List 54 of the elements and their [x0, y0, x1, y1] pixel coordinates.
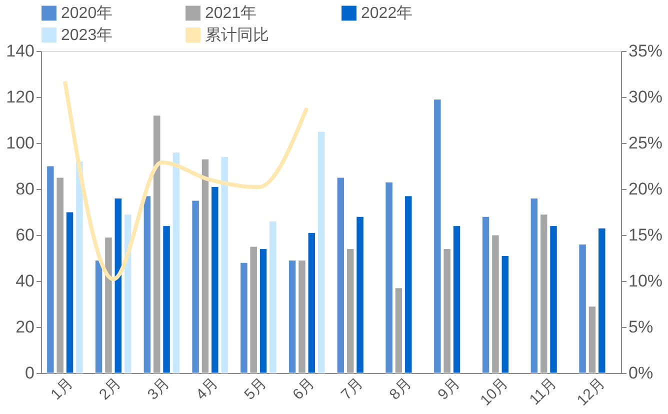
y2-tick-label: 30% [628, 88, 663, 106]
y2-tick-label: 20% [628, 180, 663, 198]
bar [66, 212, 74, 374]
x-tick-label: 1月 [48, 374, 76, 404]
x-tick-label: 5月 [241, 374, 270, 404]
x-tick-label: 10月 [477, 374, 512, 410]
bar [143, 196, 152, 374]
y2-tick-label: 0% [628, 364, 654, 382]
y-tick-label: 140 [6, 42, 34, 60]
bar [317, 131, 326, 374]
bar [404, 196, 412, 374]
x-tick-label: 11月 [526, 374, 560, 408]
x-tick-label: 2月 [96, 374, 125, 404]
legend-label: 2021年 [205, 5, 257, 22]
bar [259, 248, 268, 374]
x-tick-label: 6月 [290, 374, 318, 404]
y-tick-label: 60 [16, 226, 34, 244]
legend-label: 2023年 [61, 27, 113, 44]
y-tick-label: 40 [16, 272, 34, 290]
legend-label: 2020年 [61, 5, 113, 22]
bar [172, 152, 180, 374]
y-tick-label: 80 [16, 180, 34, 198]
bar [598, 228, 606, 374]
y-tick-label: 20 [16, 318, 34, 336]
bar [201, 158, 210, 374]
bar [530, 198, 538, 374]
x-tick-label: 3月 [144, 374, 174, 404]
bar [394, 288, 403, 374]
y2-tick-label: 25% [628, 134, 663, 152]
y-tick-label: 0 [25, 364, 34, 382]
y2-tick-label: 5% [628, 318, 654, 336]
bar [192, 200, 200, 374]
x-tick-label: 9月 [434, 374, 464, 404]
bar [452, 226, 461, 374]
bar [588, 306, 596, 374]
bar [336, 177, 345, 374]
y-tick-label: 100 [6, 134, 34, 152]
bar [482, 216, 490, 374]
x-tick-label: 7月 [338, 374, 366, 404]
y2-tick-label: 15% [628, 226, 663, 244]
bar [578, 244, 586, 374]
bar [76, 161, 84, 374]
legend-label: 累计同比 [205, 26, 269, 44]
y-tick-label: 120 [6, 88, 34, 106]
bar [269, 220, 277, 374]
x-tick-label: 12月 [574, 374, 608, 410]
y2-tick-label: 10% [628, 272, 663, 290]
x-tick-label: 4月 [192, 374, 222, 404]
line-series [62, 79, 309, 282]
y2-tick-label: 35% [628, 42, 663, 60]
bar [385, 182, 393, 374]
legend-label: 2022年 [361, 5, 413, 22]
x-tick-label: 8月 [386, 374, 415, 404]
bar [124, 214, 132, 374]
